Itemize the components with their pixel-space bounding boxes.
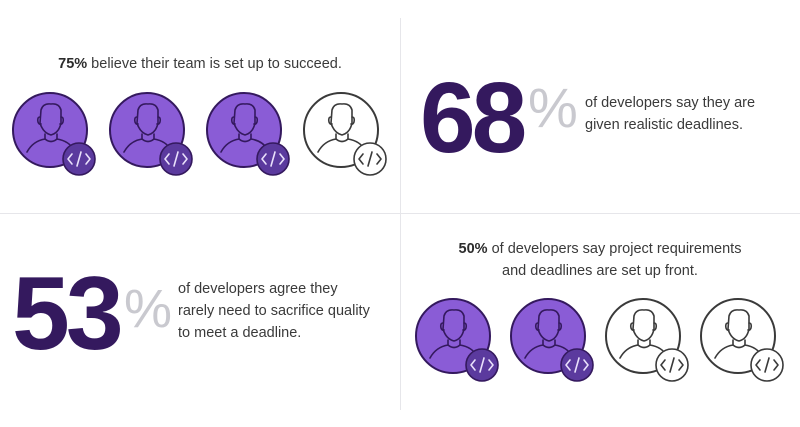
sacrifice-quality-percent-sign: % — [124, 279, 173, 339]
realistic-deadlines-number: 68 — [420, 62, 527, 174]
requirements-upfront-line-2: and deadlines are set up front. — [502, 263, 698, 279]
developer-avatar-icon — [107, 90, 195, 178]
requirements-upfront-caption: 50% of developers say project requiremen… — [400, 238, 800, 282]
code-brackets-icon — [353, 142, 387, 176]
code-brackets-icon — [655, 348, 689, 382]
requirements-upfront-percent: 50% — [458, 241, 488, 257]
requirements-upfront-line-1: of developers say project requirements — [487, 241, 742, 257]
developer-avatar-icon — [10, 90, 98, 178]
realistic-deadlines-line-1: of developers say they are — [585, 95, 756, 111]
sacrifice-quality-line-2: rarely need to sacrifice quality — [178, 303, 370, 319]
sacrifice-quality-line-1: of developers agree they — [178, 281, 338, 297]
developer-avatar-icon — [508, 296, 596, 384]
code-brackets-icon — [159, 142, 193, 176]
developer-avatar-icon — [301, 90, 389, 178]
vertical-divider — [400, 18, 401, 410]
developer-avatar-icon — [698, 296, 786, 384]
developer-avatar-icon — [603, 296, 691, 384]
realistic-deadlines-percent-sign: % — [528, 76, 578, 139]
developer-avatar-icon — [413, 296, 501, 384]
code-brackets-icon — [62, 142, 96, 176]
team-success-percent: 75% — [58, 56, 88, 72]
team-success-text: believe their team is set up to succeed. — [87, 56, 342, 72]
code-brackets-icon — [750, 348, 784, 382]
code-brackets-icon — [256, 142, 290, 176]
horizontal-divider — [0, 213, 800, 214]
code-brackets-icon — [465, 348, 499, 382]
realistic-deadlines-line-2: given realistic deadlines. — [585, 117, 743, 133]
sacrifice-quality-number: 53 — [12, 256, 124, 372]
realistic-deadlines-caption: of developers say they are given realist… — [585, 92, 795, 136]
sacrifice-quality-line-3: to meet a deadline. — [178, 325, 302, 341]
team-success-caption: 75% believe their team is set up to succ… — [0, 53, 400, 75]
sacrifice-quality-caption: of developers agree they rarely need to … — [178, 278, 393, 344]
code-brackets-icon — [560, 348, 594, 382]
developer-avatar-icon — [204, 90, 292, 178]
